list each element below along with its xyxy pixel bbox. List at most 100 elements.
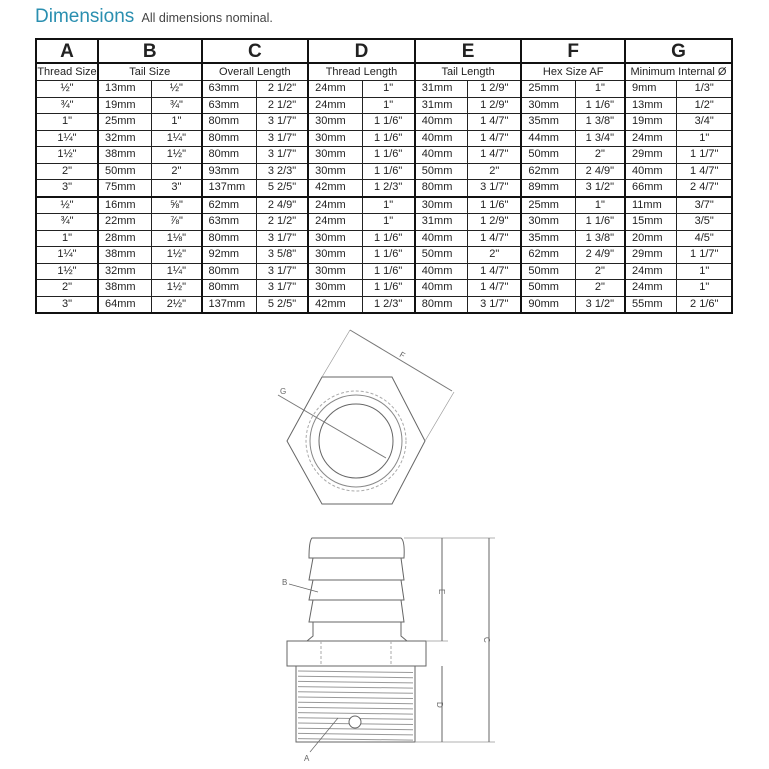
table-cell: 42mm [307,179,363,197]
table-cell: 11mm [624,195,678,214]
section-title: Dimensions All dimensions nominal. [35,6,273,28]
table-cell: 1 1/6" [361,262,416,280]
column-labels-row: Thread Size Tail Size Overall Length Thread… [35,62,733,81]
table-cell: 16mm [96,195,153,214]
table-cell: 80mm [200,146,257,164]
table-cell: 62mm [520,162,576,180]
hex-collar [286,640,427,667]
table-cell: 24mm [307,96,363,114]
f-extension-2 [424,391,455,442]
table-cell: 2 4/9" [255,195,309,214]
label-c: C [482,637,491,643]
table-cell: 30mm [307,129,363,147]
thread-lines [297,670,414,741]
side-view: E C D B A [282,537,495,763]
table-cell: ⅝" [151,195,202,214]
column-label: Tail Length [413,62,523,81]
table-row: 1" 25mm 1" 80mm 3 1/7" 30mm 1 1/6" 40mm 1 4/7" 35… [35,113,734,131]
table-cell: 3 1/7" [255,113,309,131]
table-cell: 24mm [307,213,363,231]
table-cell: 80mm [200,129,257,147]
column-label: Hex Size AF [520,62,626,81]
table-cell: 24mm [624,279,678,297]
table-cell: 9mm [624,80,678,98]
bore-circle [318,403,394,479]
table-cell: 1 4/7" [467,279,522,297]
table-cell: 1" [574,195,626,214]
table-cell: 32mm [96,129,153,147]
table-cell: 3 2/3" [255,162,309,180]
table-cell: 80mm [200,262,257,280]
thread-line [297,691,414,694]
table-cell: 89mm [520,179,576,197]
table-cell: 3 1/7" [255,279,309,297]
table-cell: 1 4/7" [467,262,522,280]
table-cell: 80mm [200,279,257,297]
table-cell: ½" [35,195,99,214]
label-d: D [435,702,444,708]
title-text: Dimensions [35,6,135,27]
table-cell: 24mm [307,195,363,214]
table-cell: 29mm [624,246,678,264]
table-cell: 50mm [413,246,469,264]
column-letter-g: G [624,38,733,64]
table-row: 3" 64mm 2½" 137mm 5 2/5" 42mm 1 2/3" 80mm 3 1/7"… [35,295,734,314]
table-cell: 2 1/6" [676,295,734,314]
table-cell: 1 2/9" [467,213,522,231]
table-cell: 25mm [520,195,576,214]
table-cell: 1 1/6" [361,113,416,131]
table-cell: 64mm [96,295,153,314]
table-cell: 3/7" [676,195,734,214]
vent-hole [348,715,362,729]
table-cell: 40mm [624,162,678,180]
table-row: 1½" 32mm 1¼" 80mm 3 1/7" 30mm 1 1/6" 40mm 1 4/7"… [35,262,734,280]
table-cell: 1 1/6" [574,96,626,114]
table-cell: 22mm [96,213,153,231]
thread-line [297,696,414,699]
column-letter-f: F [520,38,626,64]
table-cell: 30mm [307,262,363,280]
column-label: Minimum Internal Ø [624,62,733,81]
table-cell: 40mm [413,129,469,147]
column-label: Tail Size [96,62,203,81]
table-cell: 30mm [413,195,469,214]
thread-line [297,675,414,679]
table-cell: 30mm [307,162,363,180]
b-leader [288,583,319,593]
table-cell: 3 1/7" [255,129,309,147]
column-label: Overall Length [200,62,310,81]
table-cell: 3 1/7" [255,229,309,247]
table-cell: 19mm [96,96,153,114]
table-cell: 93mm [200,162,257,180]
table-cell: 92mm [200,246,257,264]
table-cell: 63mm [200,213,257,231]
label-g: G [280,387,286,396]
tail-outline [305,537,409,642]
table-cell: 62mm [200,195,257,214]
table-row: ¾" 19mm ¾" 63mm 2 1/2" 24mm 1" 31mm 1 2/9" 30mm 1 … [35,96,734,114]
middle-ring [309,394,403,488]
thread-line [297,701,414,705]
table-cell: 1½" [151,146,202,164]
thread-line [297,686,414,689]
column-letter-d: D [307,38,416,64]
table-row: ½" 16mm ⅝" 62mm 2 4/9" 24mm 1" 30mm 1 1/6" 25mm 1"… [35,195,734,214]
table-cell: 1 2/9" [467,96,522,114]
a-leader [309,717,339,753]
outer-ring [305,390,407,492]
table-cell: 25mm [520,80,576,98]
table-cell: 1 1/7" [676,246,734,264]
f-dimension-line [349,329,453,392]
table-row: 1½" 38mm 1½" 80mm 3 1/7" 30mm 1 1/6" 40mm 1 4/7"… [35,146,734,164]
table-cell: 2 1/2" [255,213,309,231]
column-letter-c: C [200,38,310,64]
table-cell: 42mm [307,295,363,314]
column-letter-e: E [413,38,523,64]
table-row: 3" 75mm 3" 137mm 5 2/5" 42mm 1 2/3" 80mm 3 1/7" 8… [35,179,734,197]
table-row: ½" 13mm ½" 63mm 2 1/2" 24mm 1" 31mm 1 2/9" 25mm 1"… [35,80,734,98]
thread-line [297,727,414,731]
label-e: E [437,589,446,594]
table-cell: 1" [676,129,734,147]
